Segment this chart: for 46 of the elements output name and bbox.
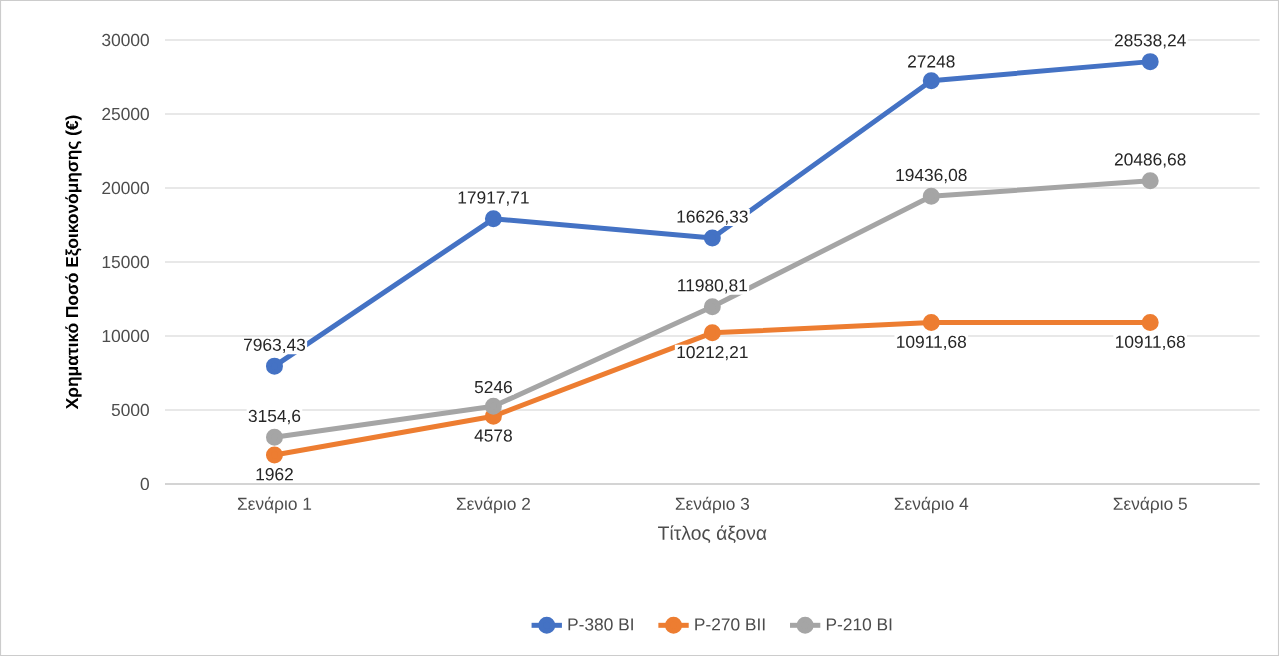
y-tick-label: 15000 xyxy=(102,255,149,269)
x-tick-label: Σενάριο 1 xyxy=(237,496,312,514)
x-tick-label: Σενάριο 3 xyxy=(675,496,750,514)
point xyxy=(1141,314,1159,331)
data-label: 4578 xyxy=(474,429,512,442)
data-label: 10911,68 xyxy=(897,335,967,350)
data-label: 1962 xyxy=(256,468,293,481)
legend-label: P-380 BI xyxy=(568,618,633,631)
point xyxy=(922,72,940,90)
point xyxy=(1141,53,1159,71)
point xyxy=(484,210,502,228)
data-label: 3154,6 xyxy=(248,409,301,425)
data-label: 28538,24 xyxy=(1114,34,1186,49)
point xyxy=(265,446,283,464)
point xyxy=(1141,172,1159,190)
point xyxy=(703,324,721,342)
x-tick-label: Σενάριο 2 xyxy=(456,496,530,514)
y-tick-label: 30000 xyxy=(102,33,149,47)
data-label: 16626,33 xyxy=(677,210,748,225)
y-axis-title: Χρηματικό Ποσό Εξοικονόμησης (€) xyxy=(65,115,82,410)
data-label: 5246 xyxy=(474,380,512,394)
data-label: 7963,43 xyxy=(244,338,306,353)
point xyxy=(922,314,940,331)
point xyxy=(703,298,721,316)
data-label: 27248 xyxy=(908,55,955,68)
legend-label: P-210 BI xyxy=(826,618,892,631)
x-tick-label: Σενάριο 5 xyxy=(1113,496,1187,514)
point xyxy=(265,357,283,375)
y-tick-label: 25000 xyxy=(102,107,149,121)
data-label: 20486,68 xyxy=(1114,153,1186,168)
data-label: 10212,21 xyxy=(677,346,748,361)
data-label: 17917,71 xyxy=(458,191,529,206)
x-tick-label: Σενάριο 4 xyxy=(894,496,969,514)
data-label: 11980,81 xyxy=(678,279,747,294)
y-tick-label: 5000 xyxy=(111,403,149,417)
data-label: 10911,68 xyxy=(1116,335,1185,350)
point xyxy=(484,397,502,415)
point xyxy=(703,229,721,247)
y-tick-label: 10000 xyxy=(102,329,149,343)
x-axis-title: Τίτλος άξονα xyxy=(658,525,767,544)
point xyxy=(265,428,283,446)
y-tick-label: 20000 xyxy=(102,181,149,195)
y-tick-label: 0 xyxy=(140,477,149,491)
data-label: 19436,08 xyxy=(896,168,967,184)
legend-label: P-270 BII xyxy=(695,618,765,631)
point xyxy=(922,187,940,205)
